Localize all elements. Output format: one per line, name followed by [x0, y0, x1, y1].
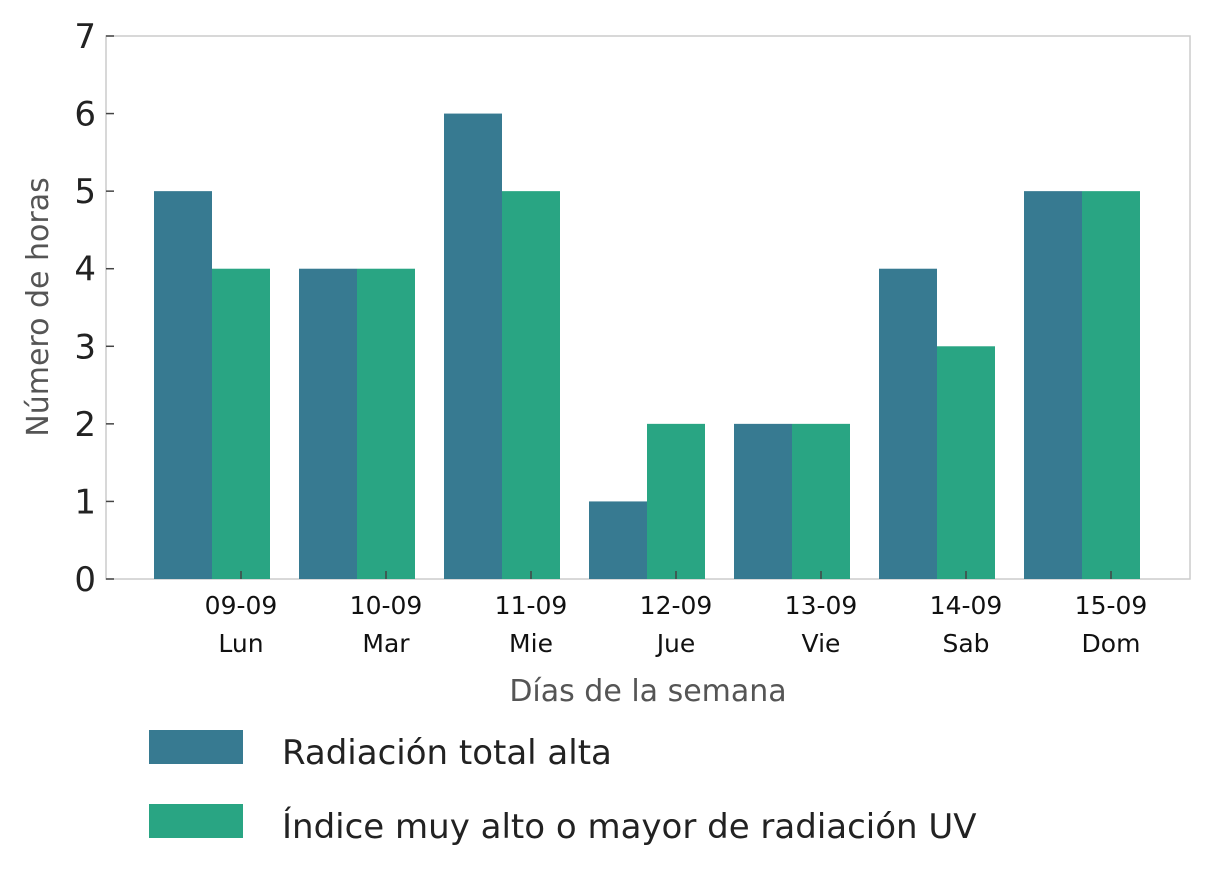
bar-series-1-12-09: [589, 501, 647, 579]
x-tick-sublabel-Mie: Mie: [509, 629, 553, 658]
bar-series-1-15-09: [1024, 191, 1082, 579]
bar-series-2-11-09: [502, 191, 560, 579]
bar-series-1-10-09: [299, 268, 357, 579]
y-tick-label-5: 5: [74, 172, 96, 212]
y-tick-label-1: 1: [74, 482, 96, 522]
bar-series-1-13-09: [734, 423, 792, 579]
bar-series-2-09-09: [212, 268, 270, 579]
x-tick-label-13-09: 13-09: [785, 591, 858, 620]
y-tick-label-4: 4: [74, 250, 96, 290]
x-tick-sublabel-Dom: Dom: [1082, 629, 1141, 658]
legend: Radiación total alta Índice muy alto o m…: [149, 730, 977, 847]
y-tick-label-0: 0: [74, 560, 96, 600]
bar-series-1-11-09: [444, 113, 502, 580]
bar-series-2-12-09: [647, 423, 705, 579]
bar-series-2-15-09: [1082, 191, 1140, 579]
x-tick-label-10-09: 10-09: [350, 591, 423, 620]
x-tick-sublabel-Mar: Mar: [362, 629, 410, 658]
x-tick-label-12-09: 12-09: [640, 591, 713, 620]
x-tick-label-15-09: 15-09: [1075, 591, 1148, 620]
x-tick-label-09-09: 09-09: [205, 591, 278, 620]
legend-label-series-2: Índice muy alto o mayor de radiación UV: [282, 806, 977, 847]
x-tick-sublabel-Sab: Sab: [942, 629, 989, 658]
legend-label-series-1: Radiación total alta: [282, 733, 612, 773]
bars-layer: [154, 113, 1140, 580]
y-axis-title: Número de horas: [21, 177, 56, 436]
x-tick-sublabel-Vie: Vie: [802, 629, 841, 658]
bar-series-2-14-09: [937, 346, 995, 579]
y-tick-label-3: 3: [74, 327, 96, 367]
bar-series-1-09-09: [154, 191, 212, 579]
legend-swatch-series-1: [149, 730, 243, 764]
bar-series-2-10-09: [357, 268, 415, 579]
bar-series-2-13-09: [792, 423, 850, 579]
x-tick-label-11-09: 11-09: [495, 591, 568, 620]
y-tick-label-6: 6: [74, 95, 96, 135]
y-axis: 0 1 2 3 4 5 6 7: [74, 17, 114, 600]
x-tick-label-14-09: 14-09: [930, 591, 1003, 620]
x-tick-sublabel-Jue: Jue: [655, 629, 696, 658]
x-tick-sublabel-Lun: Lun: [218, 629, 263, 658]
y-tick-label-7: 7: [74, 17, 96, 57]
y-tick-label-2: 2: [74, 405, 96, 445]
x-axis: 09-09 Lun 10-09 Mar 11-09 Mie 12-09 Jue 13-09 Vie…: [205, 571, 1148, 658]
legend-swatch-series-2: [149, 804, 243, 838]
x-axis-title: Días de la semana: [509, 674, 786, 709]
bar-series-1-14-09: [879, 268, 937, 579]
